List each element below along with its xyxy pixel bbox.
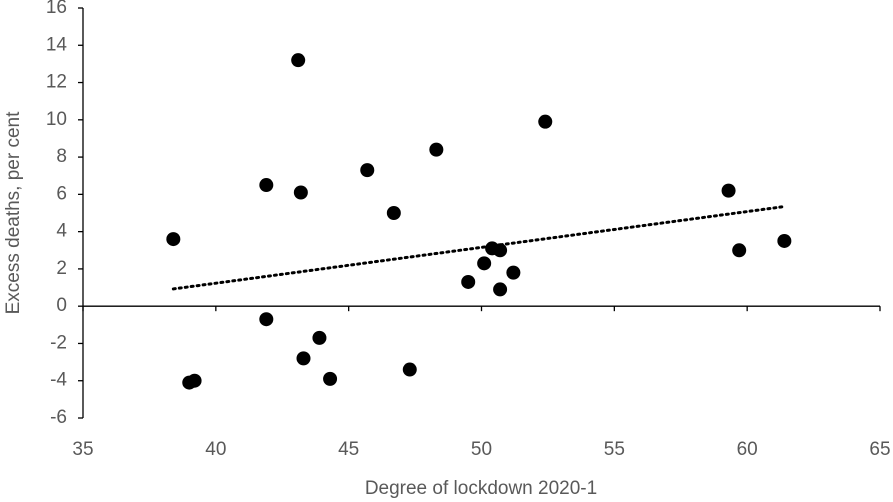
point — [461, 274, 476, 289]
point — [493, 243, 508, 258]
x-tick-label: 45 — [338, 439, 359, 460]
y-tick-label: 16 — [46, 0, 67, 18]
point — [732, 243, 747, 258]
point — [259, 312, 274, 327]
point — [777, 233, 792, 248]
point — [429, 142, 444, 157]
x-axis-title: Degree of lockdown 2020-1 — [365, 478, 597, 499]
y-tick-label: 14 — [46, 34, 68, 55]
point — [291, 53, 306, 68]
point — [323, 371, 338, 386]
y-tick-label: 12 — [46, 72, 67, 93]
y-tick-label: 8 — [56, 146, 67, 167]
point — [312, 330, 327, 345]
x-tick-label: 60 — [737, 439, 758, 460]
y-tick-label: -4 — [50, 370, 67, 391]
point — [187, 373, 202, 388]
point — [293, 185, 308, 200]
point — [538, 114, 553, 129]
point — [386, 206, 401, 220]
point — [259, 178, 274, 193]
x-tick-label: 65 — [869, 439, 890, 460]
x-tick-label: 40 — [205, 439, 226, 460]
point — [721, 183, 736, 198]
y-tick-label: 4 — [56, 221, 67, 242]
point — [506, 265, 521, 280]
x-tick-label: 35 — [72, 439, 93, 460]
y-tick-label: -2 — [50, 332, 67, 353]
x-tick-label: 55 — [604, 439, 625, 460]
point — [166, 232, 181, 247]
point — [296, 351, 311, 366]
y-tick-label: 6 — [56, 183, 67, 204]
x-tick-label: 50 — [471, 439, 492, 460]
y-tick-label: 2 — [56, 258, 67, 279]
y-tick-label: 10 — [46, 109, 67, 130]
point — [477, 256, 492, 271]
y-tick-label: 0 — [56, 295, 67, 316]
point — [360, 163, 375, 178]
y-tick-label: -6 — [50, 407, 67, 428]
trendline — [171, 205, 786, 291]
y-axis-title: Excess deaths, per cent — [3, 111, 24, 314]
point — [493, 282, 508, 297]
point — [402, 362, 417, 377]
